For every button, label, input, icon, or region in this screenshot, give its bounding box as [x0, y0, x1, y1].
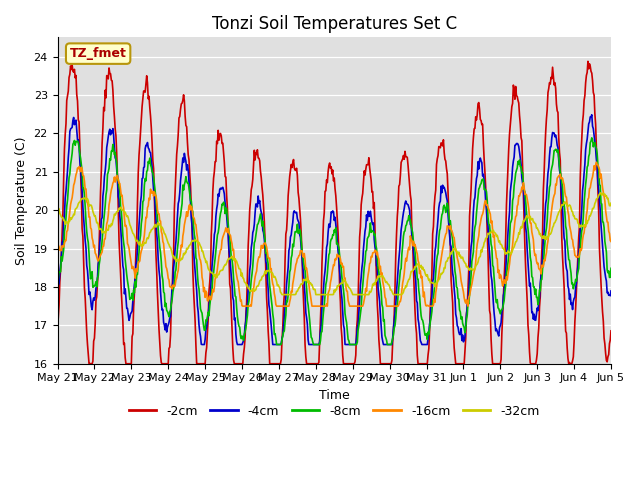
Y-axis label: Soil Temperature (C): Soil Temperature (C) — [15, 136, 28, 265]
Legend: -2cm, -4cm, -8cm, -16cm, -32cm: -2cm, -4cm, -8cm, -16cm, -32cm — [124, 400, 545, 423]
X-axis label: Time: Time — [319, 389, 349, 402]
Text: TZ_fmet: TZ_fmet — [70, 47, 127, 60]
Title: Tonzi Soil Temperatures Set C: Tonzi Soil Temperatures Set C — [212, 15, 457, 33]
